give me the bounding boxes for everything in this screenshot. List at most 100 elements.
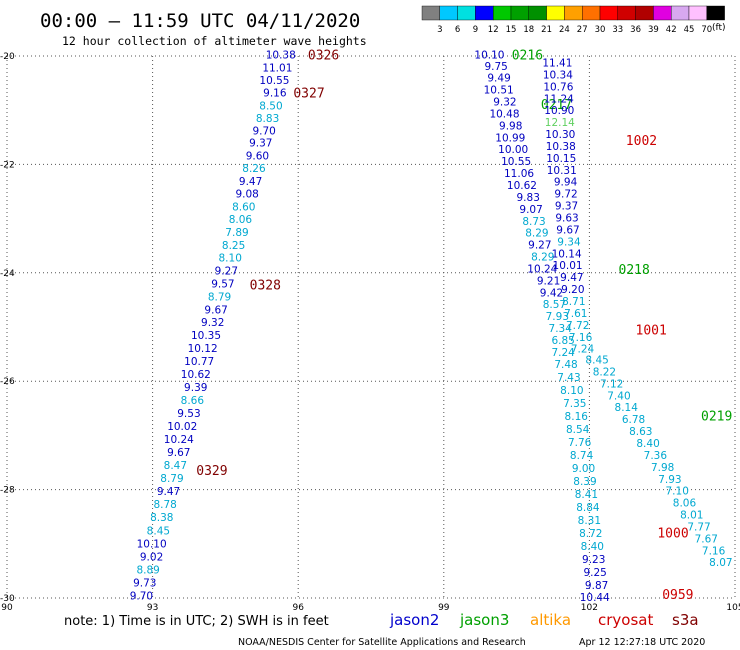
swh-value: 8.01: [680, 510, 703, 522]
pass-time-label: 1000: [657, 526, 688, 541]
swh-value: 7.98: [651, 462, 674, 474]
swh-value: 9.37: [555, 201, 578, 213]
swh-value: 8.89: [136, 564, 159, 576]
swh-value: 8.79: [208, 292, 231, 304]
color-scale-tick-label: 30: [595, 25, 606, 35]
swh-value: 10.30: [545, 129, 575, 141]
swh-value: 9.42: [540, 287, 563, 299]
swh-value: 9.73: [133, 577, 156, 589]
swh-value: 10.34: [543, 69, 573, 81]
swh-value: 8.45: [147, 525, 170, 537]
color-scale-tick-label: 36: [630, 25, 641, 35]
swh-value: 7.43: [557, 372, 580, 384]
color-scale-swatch: [564, 5, 583, 21]
y-tick-label: -26: [0, 377, 15, 387]
color-scale-tick-label: 42: [666, 25, 677, 35]
swh-value: 7.24: [571, 344, 595, 356]
color-scale-tick-label: 70: [701, 25, 712, 35]
swh-value: 9.49: [487, 73, 510, 85]
swh-value: 8.10: [219, 253, 242, 265]
swh-value: 8.25: [222, 240, 245, 252]
swh-value: 9.39: [184, 382, 207, 394]
color-scale-tick-label: 6: [455, 25, 460, 35]
color-scale-tick-label: 33: [612, 25, 623, 35]
legend-entry-jason2: jason2: [389, 611, 439, 629]
swh-value: 8.63: [629, 426, 652, 438]
swh-value: 9.87: [585, 580, 608, 592]
swh-value: 8.41: [575, 489, 598, 501]
swh-value: 8.31: [578, 515, 601, 527]
x-tick-label: 96: [292, 603, 304, 613]
swh-value: 10.02: [167, 421, 197, 433]
swh-value: 7.93: [546, 311, 569, 323]
swh-value: 9.53: [177, 408, 200, 420]
swh-value: 9.75: [484, 61, 507, 73]
y-tick-label: -28: [0, 486, 15, 496]
swh-value: 9.70: [252, 125, 275, 137]
legend: jason2 jason3 altika cryosat s3a: [389, 611, 699, 629]
swh-value: 10.24: [527, 263, 557, 275]
pass-time-label: 1001: [636, 324, 667, 339]
y-tick-label: -22: [0, 160, 15, 170]
pass-time-label: 0219: [701, 409, 732, 424]
color-scale-tick-label: 9: [473, 25, 478, 35]
swh-value: 8.60: [232, 202, 255, 214]
swh-value: 12.14: [545, 117, 575, 129]
swh-value: 7.77: [687, 521, 710, 533]
swh-value: 8.06: [229, 214, 253, 226]
legend-entry-cryosat: cryosat: [598, 611, 653, 629]
swh-value: 10.38: [546, 141, 576, 153]
swh-value: 7.40: [607, 390, 630, 402]
swh-value: 8.26: [242, 163, 266, 175]
swh-value: 10.99: [495, 132, 525, 144]
swh-value: 10.76: [543, 81, 573, 93]
swh-value: 10.35: [191, 330, 221, 342]
swh-value: 7.10: [666, 486, 689, 498]
swh-value: 11.01: [262, 62, 292, 74]
color-scale-swatch: [653, 5, 672, 21]
swh-value: 10.55: [259, 75, 289, 87]
color-scale-tick-label: 18: [523, 25, 534, 35]
chart-subtitle: 12 hour collection of altimeter wave hei…: [62, 34, 367, 48]
swh-value: 8.40: [581, 541, 604, 553]
swh-value: 10.77: [184, 356, 214, 368]
swh-value: 9.25: [583, 567, 606, 579]
x-tick-label: 99: [438, 603, 450, 613]
pass-time-label: 0329: [196, 464, 227, 479]
swh-value: 8.79: [160, 473, 183, 485]
swh-value: 8.39: [573, 476, 596, 488]
swh-value: 8.10: [560, 385, 583, 397]
swh-value: 9.83: [517, 192, 540, 204]
timestamp-text: Apr 12 12:27:18 UTC 2020: [579, 637, 705, 648]
credit-text: NOAA/NESDIS Center for Satellite Applica…: [238, 637, 526, 648]
swh-value: 9.02: [140, 551, 163, 563]
color-scale-swatch: [706, 5, 725, 21]
swh-value: 8.14: [615, 402, 639, 414]
swh-value: 7.12: [600, 378, 623, 390]
swh-value: 9.47: [560, 272, 583, 284]
color-scale-tick-label: 39: [648, 25, 659, 35]
swh-value: 9.23: [582, 554, 605, 566]
chart-title: 00:00 – 11:59 UTC 04/11/2020: [40, 10, 360, 32]
swh-value: 7.36: [644, 450, 668, 462]
swh-value: 7.89: [225, 227, 248, 239]
swh-value: 10.48: [489, 108, 519, 120]
swh-value: 7.72: [566, 320, 589, 332]
swh-value: 8.22: [593, 366, 616, 378]
swh-value: 8.83: [256, 113, 279, 125]
swh-value: 10.38: [266, 49, 296, 61]
swh-value: 9.57: [211, 279, 234, 291]
swh-value: 7.76: [568, 437, 592, 449]
legend-entry-s3a: s3a: [672, 611, 699, 629]
color-scale-swatch: [510, 5, 529, 21]
swh-value: 9.27: [215, 266, 238, 278]
swh-value: 8.47: [164, 460, 187, 472]
swh-value: 10.44: [580, 592, 610, 604]
swh-value: 8.66: [181, 395, 205, 407]
color-scale-swatch: [528, 5, 547, 21]
swh-value: 8.74: [570, 450, 594, 462]
swh-value: 7.16: [569, 332, 593, 344]
x-tick-label: 102: [581, 603, 598, 613]
color-scale-swatch: [475, 5, 494, 21]
